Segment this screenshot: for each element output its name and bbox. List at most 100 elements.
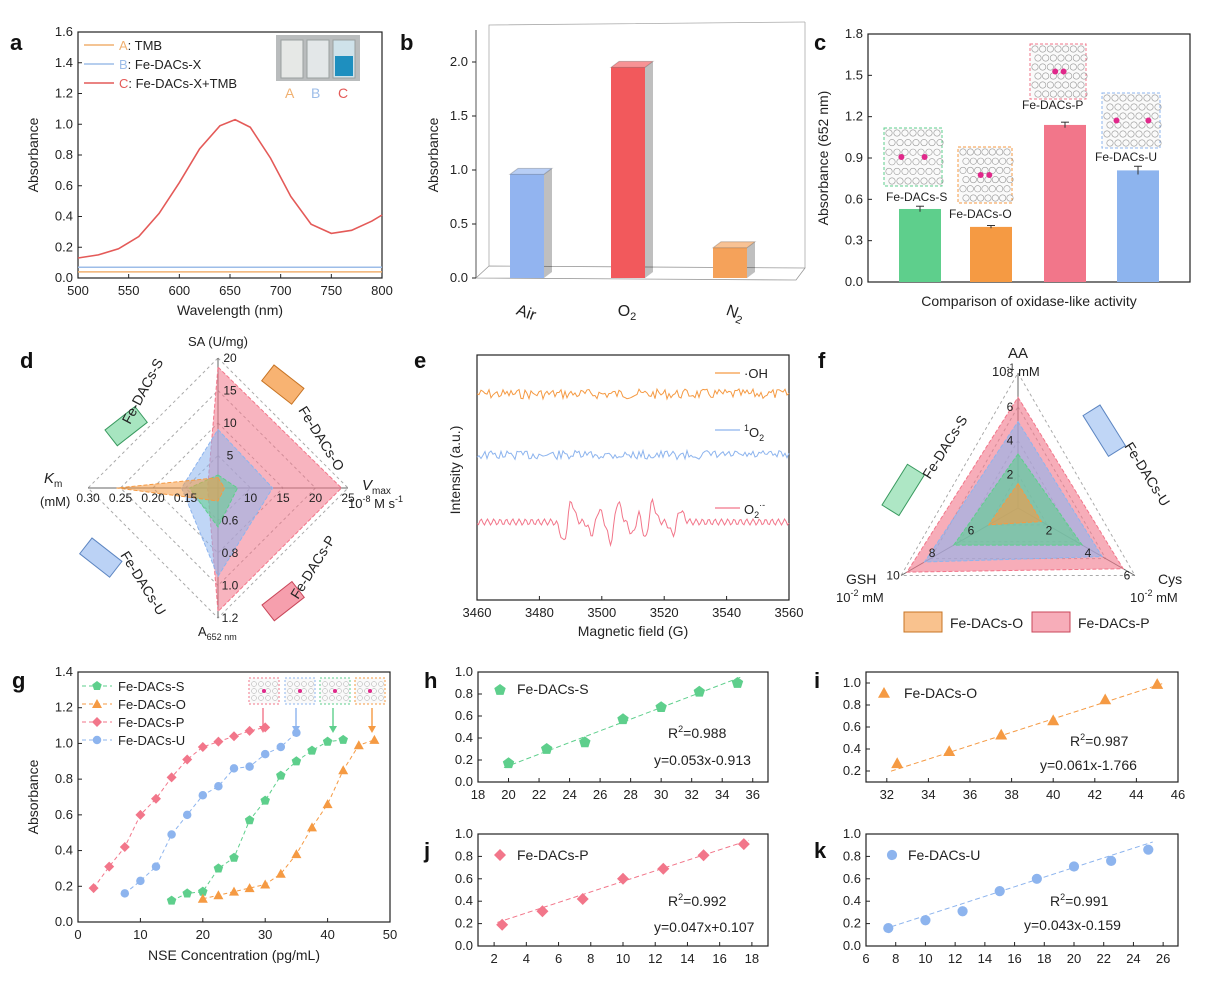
legend-1o2: 1O2	[744, 423, 764, 443]
panel-a-legend: A: TMB B: Fe-DACs-X C: Fe-DACs-X+TMB	[84, 38, 237, 91]
panel-k-frame	[865, 833, 1179, 947]
panel-d-radar: 5 10 15 20 10 15 20 25 0.6 0.8 1.0 1.2 0.15 0.20 0.25 0…	[40, 334, 403, 642]
pj-xtick-label: 10	[616, 951, 630, 966]
box-p	[261, 580, 305, 622]
radar-f-tick: 6	[1007, 400, 1014, 414]
panel-k-chart: 6 8 10 12 14 16 18 20 22 24 26 0.0 0.2 0.4 0.6 0.8 1.0 F…	[843, 826, 1179, 966]
lattice-ring	[357, 688, 363, 694]
pj-xtick-label: 4	[523, 951, 530, 966]
panel-g-frame	[77, 671, 391, 923]
lattice-ring	[378, 688, 384, 694]
panel-h-frame	[477, 671, 769, 783]
lattice-ring	[1146, 139, 1154, 147]
lattice-ring	[1054, 63, 1062, 71]
lattice-ring	[1080, 72, 1088, 80]
panel-label-a: a	[10, 30, 23, 55]
lattice-ring	[265, 695, 271, 701]
lattice-ring	[343, 681, 349, 687]
bar-side-2	[747, 241, 755, 278]
c-ytick-label: 0.6	[845, 191, 863, 206]
panel-b-backwall	[488, 21, 806, 266]
pk-fit-line	[883, 841, 1153, 930]
lattice-ring	[272, 688, 278, 694]
ph-point	[617, 713, 629, 725]
panel-h-legend: Fe-DACs-S	[517, 681, 589, 697]
pk-xtick-label: 20	[1067, 951, 1081, 966]
radar-d-tick: 15	[276, 491, 290, 505]
pj-point	[697, 849, 710, 862]
g-point-fe-dacs-p	[166, 772, 177, 783]
pi-xtick-label: 46	[1171, 787, 1185, 802]
lattice-ring	[925, 148, 933, 156]
g-point-fe-dacs-o	[338, 765, 349, 775]
a-ytick-label: 1.4	[55, 55, 73, 70]
g-point-fe-dacs-u	[151, 862, 161, 871]
panel-b-chart: 0.0 0.5 1.0 1.5 2.0 Air O2 N2 Absorbance	[425, 21, 806, 327]
legend-g-marker	[92, 699, 102, 708]
g-point-fe-dacs-p	[244, 725, 255, 736]
panel-c-ylabel: Absorbance (652 nm)	[815, 91, 831, 226]
pi-legend-marker	[878, 687, 890, 698]
lattice-ring	[959, 185, 967, 193]
lattice-ring	[999, 176, 1007, 184]
lattice-ring	[936, 158, 944, 166]
g-point-fe-dacs-o	[213, 890, 224, 900]
lattice-ring	[912, 158, 920, 166]
g-xtick-label: 50	[383, 927, 397, 942]
lattice-ring	[258, 695, 264, 701]
g-point-fe-dacs-s	[229, 852, 239, 862]
pj-xtick-label: 14	[680, 951, 694, 966]
radar-f-tick: 8	[1007, 366, 1014, 380]
panel-j-legend: Fe-DACs-P	[517, 847, 589, 863]
lattice-ring	[920, 139, 928, 147]
e-xtick-label: 3520	[650, 605, 679, 620]
b-ytick-label: 2.0	[450, 54, 468, 69]
radar-f-tick: 6	[968, 524, 975, 538]
c-ytick-label: 1.2	[845, 109, 863, 124]
radar-f-axis-aa-unit: 10-1 mM	[992, 362, 1040, 379]
g-xtick-label: 10	[133, 927, 147, 942]
lattice-ring	[1042, 90, 1050, 98]
lattice-ring	[969, 157, 977, 165]
g-point-fe-dacs-p	[197, 742, 208, 752]
lattice-ring	[336, 681, 342, 687]
g-point-fe-dacs-o	[197, 893, 208, 903]
radar-d-tick: 15	[223, 384, 237, 398]
lattice-ring	[888, 177, 896, 185]
lattice-ring	[909, 148, 917, 156]
panel-label-c: c	[814, 30, 826, 55]
panel-label-j: j	[423, 838, 430, 863]
lattice-ring	[1154, 103, 1162, 111]
lattice-ring	[896, 177, 904, 185]
lattice-ring	[378, 695, 384, 701]
structure-box	[883, 127, 943, 187]
g-point-fe-dacs-u	[260, 749, 270, 759]
structure-label-p: Fe-DACs-P	[1022, 98, 1083, 112]
radar-f-grid-ring	[900, 372, 1136, 576]
radar-d-axis-a652: A652 nm	[198, 624, 237, 642]
lattice-ring	[251, 695, 257, 701]
g-point-fe-dacs-o	[275, 868, 286, 878]
radar-d-axis-km-unit: (mM)	[40, 494, 70, 509]
lattice-ring	[999, 194, 1007, 202]
box-u	[78, 537, 123, 578]
lattice-ring	[329, 681, 335, 687]
lattice-ring	[1103, 130, 1111, 138]
pj-point	[536, 905, 549, 918]
pi-ytick-label: 1.0	[843, 675, 861, 690]
lattice-ring	[1111, 130, 1119, 138]
g-point-fe-dacs-s	[338, 734, 348, 744]
lattice-ring	[371, 681, 377, 687]
pk-point	[957, 906, 968, 917]
radar-d-tick: 0.20	[141, 491, 165, 505]
lattice-ring	[1154, 121, 1162, 129]
lattice-ring	[378, 681, 384, 687]
legend-o: Fe-DACs-O	[950, 615, 1023, 631]
e-xtick-label: 3500	[587, 605, 616, 620]
pj-xtick-label: 12	[648, 951, 662, 966]
ph-ytick-label: 0.2	[455, 752, 473, 767]
pk-point	[920, 915, 931, 926]
lattice-ring	[1119, 112, 1127, 120]
ph-xtick-label: 30	[654, 787, 668, 802]
a-xtick-label: 550	[118, 283, 140, 298]
